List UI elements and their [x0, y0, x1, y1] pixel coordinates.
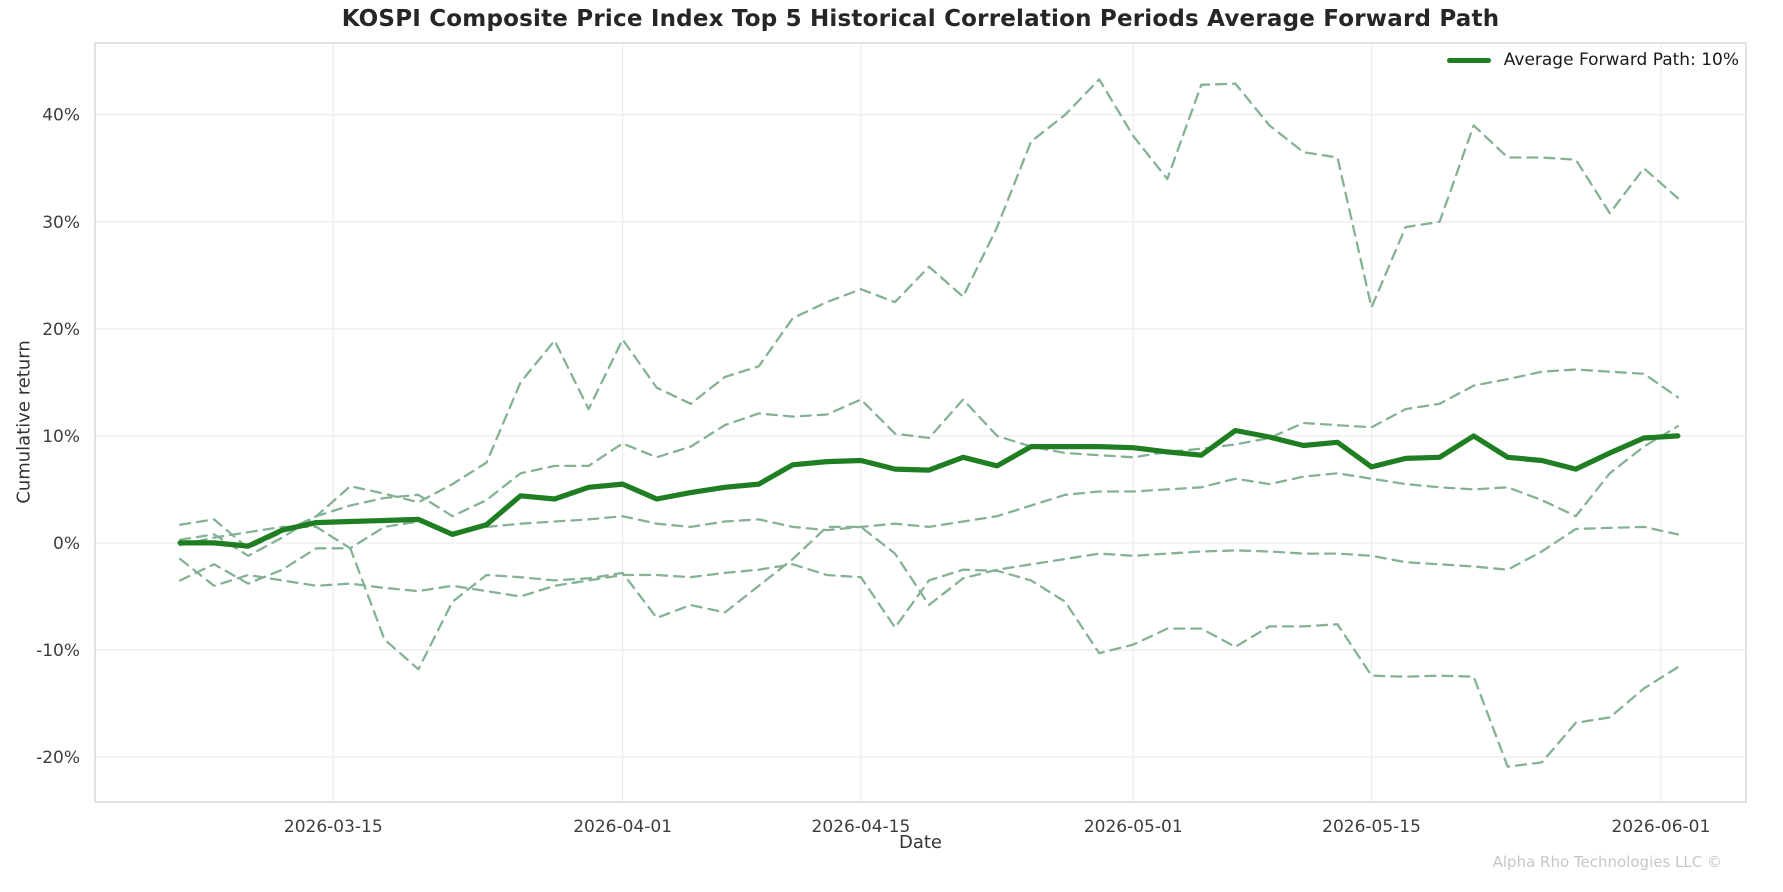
average-forward-path-line [177, 427, 1681, 549]
historical-period-line [178, 525, 1680, 671]
y-tick-label: 0% [53, 534, 80, 554]
x-tick-label: 2026-04-01 [573, 817, 672, 837]
x-tick-label: 2026-05-01 [1084, 817, 1183, 837]
y-tick-label: 10% [42, 427, 80, 447]
historical-period-line [178, 557, 1680, 768]
x-tick-label: 2026-04-15 [812, 817, 911, 837]
legend: Average Forward Path: 10% [1446, 50, 1739, 70]
x-tick-label: 2026-03-15 [284, 817, 383, 837]
x-tick-label: 2026-05-15 [1322, 817, 1421, 837]
x-tick-label: 2026-06-01 [1611, 817, 1710, 837]
y-tick-label: 20% [42, 320, 80, 340]
y-tick-label: 40% [42, 106, 80, 126]
y-tick-label: -20% [36, 748, 80, 768]
y-axis-label: Cumulative return [13, 340, 35, 504]
legend-line-swatch [1446, 57, 1491, 63]
chart-title: KOSPI Composite Price Index Top 5 Histor… [341, 6, 1500, 32]
historical-period-line [178, 425, 1680, 550]
watermark: Alpha Rho Technologies LLC © [1492, 853, 1722, 871]
historical-period-line [178, 368, 1680, 557]
y-tick-label: -10% [36, 641, 80, 661]
plot-border [94, 42, 1747, 803]
historical-period-line [178, 78, 1680, 550]
legend-label: Average Forward Path: 10% [1503, 50, 1739, 70]
x-axis-label: Date [898, 832, 943, 853]
y-tick-label: 30% [42, 213, 80, 233]
